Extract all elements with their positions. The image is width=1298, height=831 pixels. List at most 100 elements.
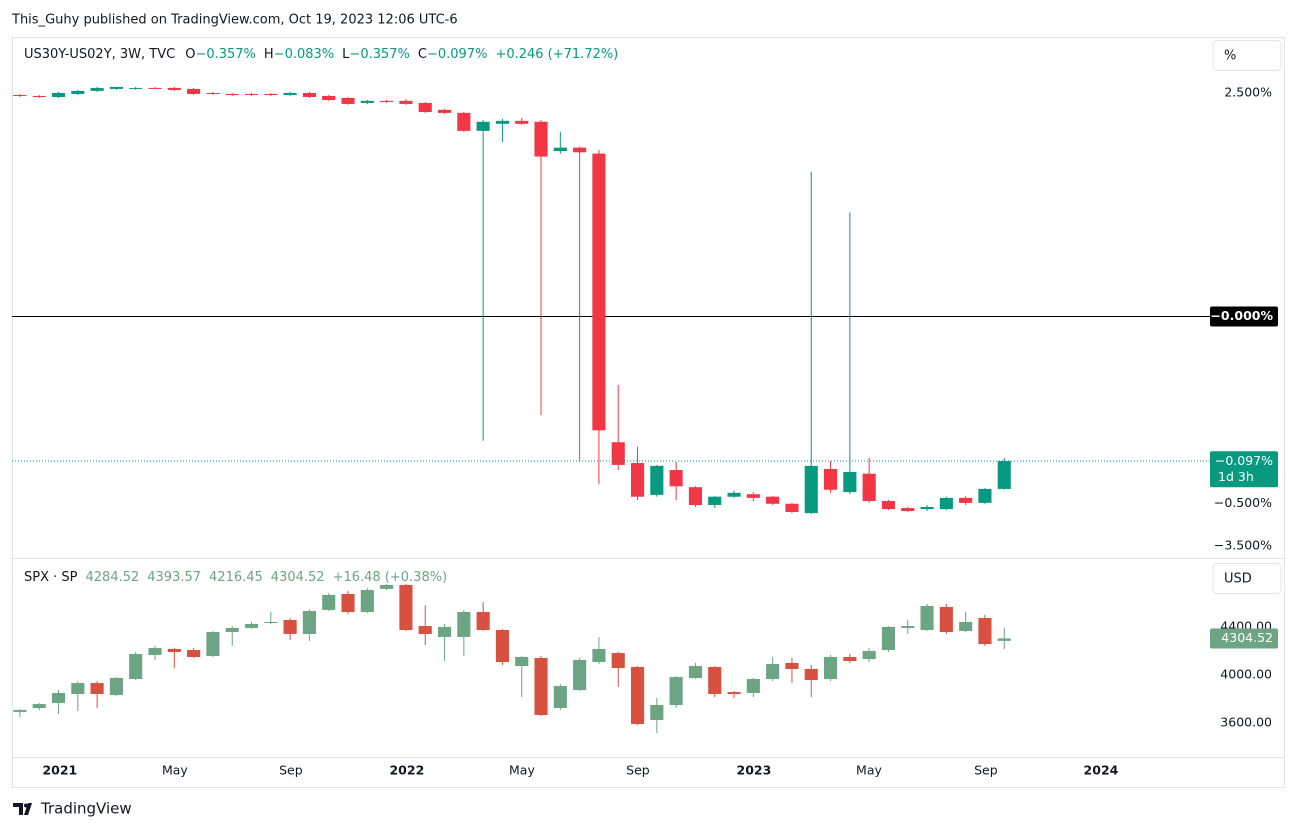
candle-body xyxy=(708,496,722,506)
x-tick-label: 2023 xyxy=(737,763,772,778)
candle-body xyxy=(399,584,413,630)
legend: US30Y-US02Y, 3W, TVC O−0.357% H−0.083% L−0.… xyxy=(24,47,618,62)
candle-body xyxy=(148,647,162,655)
candle-body xyxy=(457,611,471,637)
legend-field-label: C xyxy=(418,47,427,62)
legend-field-value: −0.097% xyxy=(427,47,487,62)
legend-symbol: US30Y-US02Y, 3W, TVC xyxy=(24,47,175,62)
candle-body xyxy=(534,657,548,715)
candle-body xyxy=(515,656,529,667)
candle-body xyxy=(109,86,123,89)
candle-body xyxy=(457,112,471,131)
legend: SPX · SP 4284.52 4393.57 4216.45 4304.52 +16.… xyxy=(24,570,447,585)
unit-label: USD xyxy=(1224,572,1252,587)
x-tick-label: 2021 xyxy=(42,763,77,778)
candle-body xyxy=(71,683,85,694)
chart-frame xyxy=(12,37,1285,788)
candle-body xyxy=(225,93,239,95)
brand-logo xyxy=(13,803,32,815)
candle-body xyxy=(746,678,760,694)
candle-body xyxy=(437,109,452,113)
legend-value: 4216.45 xyxy=(209,570,263,585)
candle-body xyxy=(244,623,259,628)
candle-body xyxy=(766,663,780,679)
candle-body xyxy=(51,92,66,97)
candle-body xyxy=(630,666,645,724)
candle-body xyxy=(534,121,548,157)
candle-body xyxy=(959,497,973,503)
candle-body xyxy=(592,648,606,663)
candle-body xyxy=(322,594,336,610)
candle-body xyxy=(611,442,625,465)
x-tick-label: Sep xyxy=(279,763,303,778)
candle-body xyxy=(187,88,201,94)
last-price-label: 4304.52 xyxy=(1221,630,1273,645)
candle-body xyxy=(302,92,316,97)
legend-field-value: −0.083% xyxy=(274,47,334,62)
candle-body xyxy=(901,626,915,628)
candle-body xyxy=(476,121,490,131)
candle-body xyxy=(71,90,85,94)
candle-body xyxy=(978,488,992,503)
hline-label: −0.000% xyxy=(1210,308,1273,323)
candle-body xyxy=(688,487,703,506)
legend-change: +0.246 (+71.72%) xyxy=(495,47,618,62)
last-price-box xyxy=(1210,451,1278,488)
x-tick-label: May xyxy=(509,763,535,778)
candle-body xyxy=(90,87,104,91)
candle-body xyxy=(13,94,27,96)
candle-body xyxy=(804,465,818,514)
candle-body xyxy=(167,87,181,90)
candle-body xyxy=(669,677,683,706)
candle-body xyxy=(727,492,741,497)
candle-body xyxy=(881,626,896,651)
candle-body xyxy=(920,506,934,510)
candle-body xyxy=(495,120,509,124)
candle-body xyxy=(669,470,683,487)
unit-button[interactable] xyxy=(1212,40,1282,71)
candle-body xyxy=(302,611,316,634)
x-tick-label: Sep xyxy=(626,763,650,778)
legend-field-label: H xyxy=(264,47,274,62)
x-tick-label: 2024 xyxy=(1084,763,1119,778)
candle-body xyxy=(206,632,220,657)
candle-body xyxy=(264,621,278,624)
candle-body xyxy=(823,469,838,490)
candle-body xyxy=(901,508,915,512)
y-tick-label: −0.500% xyxy=(1214,495,1272,510)
candle-body xyxy=(187,650,201,657)
x-tick-label: Sep xyxy=(974,763,998,778)
x-tick-label: May xyxy=(162,763,188,778)
legend-change: +16.48 (+0.38%) xyxy=(333,570,448,585)
unit-button[interactable] xyxy=(1212,563,1282,594)
legend-field-value: −0.357% xyxy=(349,47,409,62)
candle-body xyxy=(862,650,876,660)
y-tick-label: 3600.00 xyxy=(1220,715,1272,730)
candle-body xyxy=(881,501,896,510)
last-price-box xyxy=(1210,628,1278,649)
candle-body xyxy=(129,653,143,679)
candle-body xyxy=(264,93,278,95)
candle-body xyxy=(978,617,992,645)
candle-body xyxy=(90,683,104,694)
candle-body xyxy=(129,87,143,89)
candle-body xyxy=(785,503,799,512)
candle-body xyxy=(997,461,1011,489)
legend-field-label: O xyxy=(185,47,195,62)
candle-body xyxy=(766,496,780,504)
candle-body xyxy=(515,120,529,124)
candle-body xyxy=(862,473,876,502)
candle-body xyxy=(167,648,181,652)
candle-body xyxy=(708,666,722,694)
candle-body xyxy=(32,95,46,97)
candle-body xyxy=(380,100,394,102)
y-tick-label: 4000.00 xyxy=(1220,667,1272,682)
candle-body xyxy=(553,147,567,152)
candle-body xyxy=(341,593,355,612)
candle-body xyxy=(206,92,220,94)
candle-body xyxy=(322,95,336,101)
candle-body xyxy=(283,92,297,95)
candle-body xyxy=(688,666,703,679)
y-tick-label: 2.500% xyxy=(1224,85,1272,100)
